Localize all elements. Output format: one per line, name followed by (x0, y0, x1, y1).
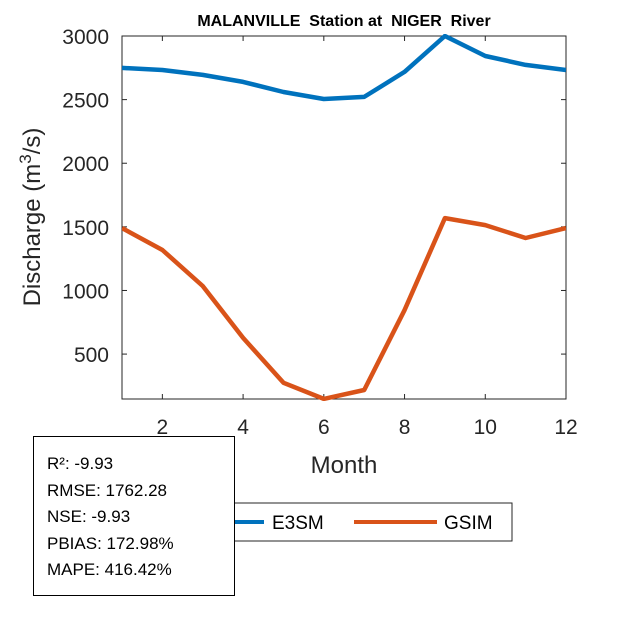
x-tick-label: 4 (237, 416, 249, 439)
x-tick-label: 12 (554, 416, 577, 439)
stat-pbias: PBIAS: 172.98% (47, 533, 174, 553)
y-tick-label: 2500 (62, 90, 109, 113)
chart-title: MALANVILLE Station at NIGER River (197, 13, 490, 30)
y-axis: 500 1000 1500 2000 2500 3000 (62, 26, 566, 367)
stat-r2: R²: -9.93 (47, 454, 114, 473)
plot-area: 2 4 6 8 10 12 500 1000 1500 2000 2500 3000 (62, 26, 577, 439)
x-axis-label: Month (311, 452, 378, 479)
x-tick-label: 2 (157, 416, 169, 439)
stat-rmse: RMSE: 1762.28 (47, 480, 168, 500)
legend-label-e3sm: E3SM (272, 513, 324, 534)
stat-mape: MAPE: 416.42% (47, 560, 172, 579)
series-line-gsim (122, 215, 566, 401)
series-lines (122, 34, 566, 401)
y-tick-label: 1000 (62, 280, 109, 303)
axes-box (121, 35, 567, 400)
x-tick-label: 8 (399, 416, 411, 439)
y-tick-label: 2000 (62, 153, 109, 176)
y-axis-label-superscript: 3 (16, 154, 35, 163)
stats-annotation-box: R²: -9.93 RMSE: 1762.28 NSE: -9.93 PBIAS… (33, 436, 235, 596)
series-line-e3sm (122, 34, 566, 102)
x-tick-label: 6 (318, 416, 330, 439)
y-axis-label-main: Discharge (m (19, 164, 46, 307)
y-tick-label: 3000 (62, 26, 109, 49)
legend-label-gsim: GSIM (444, 513, 493, 534)
y-axis-label: Discharge (m3/s) (16, 128, 46, 307)
x-tick-label: 10 (474, 416, 497, 439)
stat-nse: NSE: -9.93 (47, 507, 131, 526)
y-axis-label-unit: /s) (19, 128, 46, 155)
y-tick-label: 500 (74, 344, 109, 367)
y-tick-label: 1500 (62, 217, 109, 240)
